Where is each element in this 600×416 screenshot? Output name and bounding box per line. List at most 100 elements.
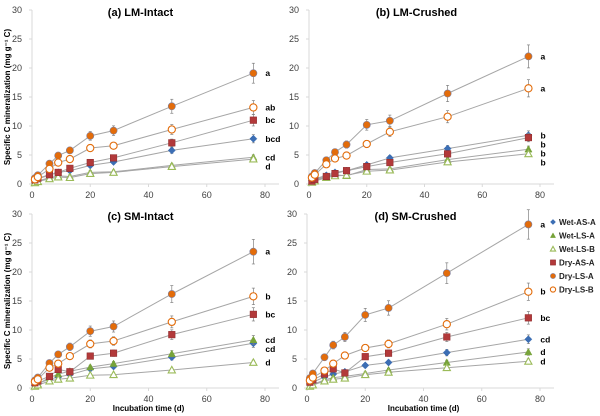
y-tick-label: 10 (289, 121, 299, 131)
x-tick-label: 80 (260, 190, 270, 200)
data-point (86, 131, 95, 140)
data-point (361, 361, 370, 370)
legend-marker (550, 259, 556, 266)
x-tick-label: 80 (535, 190, 545, 200)
series-dry-ls-b (30, 100, 258, 184)
data-point (444, 150, 452, 158)
data-point (86, 339, 95, 349)
data-point (329, 359, 338, 368)
data-point (86, 363, 95, 371)
y-tick-label: 0 (294, 179, 299, 189)
series-dry-ls-b (305, 282, 533, 385)
legend-item: Dry-LS-A (550, 272, 594, 281)
y-tick-label: 10 (12, 325, 22, 335)
legend-item: Wet-LS-A (549, 232, 595, 241)
significance-label: b (540, 287, 545, 297)
data-point (109, 167, 119, 176)
x-tick-label: 0 (304, 394, 309, 404)
significance-label: a (540, 83, 545, 93)
data-point (328, 374, 338, 383)
data-point (342, 140, 351, 149)
data-point (362, 139, 371, 149)
panel-title: (d) SM-Crushed (375, 211, 457, 223)
series-dry-ls-b (307, 79, 533, 182)
data-point (249, 103, 258, 112)
y-tick-label: 10 (12, 121, 22, 131)
data-point (85, 370, 95, 379)
data-point (167, 161, 177, 171)
data-point (167, 317, 176, 327)
y-tick-label: 25 (12, 238, 22, 248)
y-axis-label: Specific C mineralization (mg g⁻¹ C) (3, 29, 12, 166)
data-point (310, 170, 319, 179)
legend-label: Dry-AS-A (559, 259, 595, 268)
data-point (45, 372, 54, 380)
data-point (442, 320, 451, 329)
x-tick-label: 40 (143, 394, 153, 404)
y-tick-label: 0 (292, 383, 297, 393)
y-tick-label: 15 (12, 92, 22, 102)
data-point (361, 311, 370, 319)
data-point (45, 164, 54, 174)
data-point (524, 220, 533, 229)
data-point (322, 172, 330, 181)
data-point (442, 269, 451, 278)
series-wet-ls-b (305, 356, 533, 390)
x-tick-label: 60 (202, 190, 212, 200)
data-point (362, 166, 372, 175)
y-tick-label: 20 (289, 63, 299, 73)
y-tick-label: 10 (287, 325, 297, 335)
x-tick-label: 60 (477, 394, 487, 404)
significance-label: b (540, 157, 545, 167)
data-point (86, 352, 94, 360)
significance-label: bc (540, 313, 550, 323)
data-point (340, 333, 349, 341)
x-tick-label: 40 (418, 394, 428, 404)
data-point (524, 314, 532, 322)
data-point (109, 336, 118, 346)
significance-label: cd (265, 152, 275, 162)
series-dry-ls-a (31, 239, 258, 385)
legend-item: Wet-AS-A (550, 218, 596, 227)
y-tick-label: 20 (12, 63, 22, 73)
panel-title: (a) LM-Intact (108, 7, 174, 19)
y-tick-label: 25 (289, 34, 299, 44)
legend-label: Wet-AS-A (559, 218, 596, 227)
x-tick-label: 0 (29, 394, 34, 404)
data-point (33, 172, 42, 182)
data-point (65, 172, 75, 182)
significance-label: b (540, 148, 545, 158)
x-tick-label: 80 (535, 394, 545, 404)
data-point (54, 158, 63, 167)
data-point (443, 89, 452, 98)
data-point (384, 358, 393, 367)
data-point (360, 369, 370, 379)
y-tick-label: 5 (17, 150, 22, 160)
data-point (167, 125, 176, 134)
legend: Wet-AS-A Wet-LS-A Wet-LS-B Dry-AS-A Dry-LS-A… (549, 218, 596, 295)
data-point (442, 348, 451, 357)
panel-sm-crushed: 0 5 10 15 20 25 30 0 20 40 60 80 (d) SM-Crushed Incub… (287, 209, 554, 413)
significance-label: d (265, 161, 270, 171)
panel-title: (c) SM-Intact (108, 211, 174, 223)
y-tick-label: 30 (287, 209, 297, 219)
data-point (319, 376, 330, 385)
x-tick-label: 40 (419, 190, 429, 200)
y-tick-label: 5 (294, 150, 299, 160)
legend-marker (549, 245, 557, 252)
data-point (167, 290, 176, 298)
x-tick-label: 60 (202, 394, 212, 404)
legend-marker (550, 273, 556, 279)
significance-label: a (540, 51, 545, 61)
data-point (308, 373, 317, 382)
data-point (361, 343, 370, 353)
significance-label: d (265, 357, 270, 367)
data-point (44, 376, 55, 385)
significance-label: d (540, 347, 545, 357)
y-tick-label: 5 (292, 354, 297, 364)
data-point (109, 126, 118, 135)
data-point (384, 367, 394, 376)
data-point (342, 151, 351, 160)
series-dry-as-a (306, 311, 532, 386)
panel-title: (b) LM-Crushed (376, 7, 457, 19)
